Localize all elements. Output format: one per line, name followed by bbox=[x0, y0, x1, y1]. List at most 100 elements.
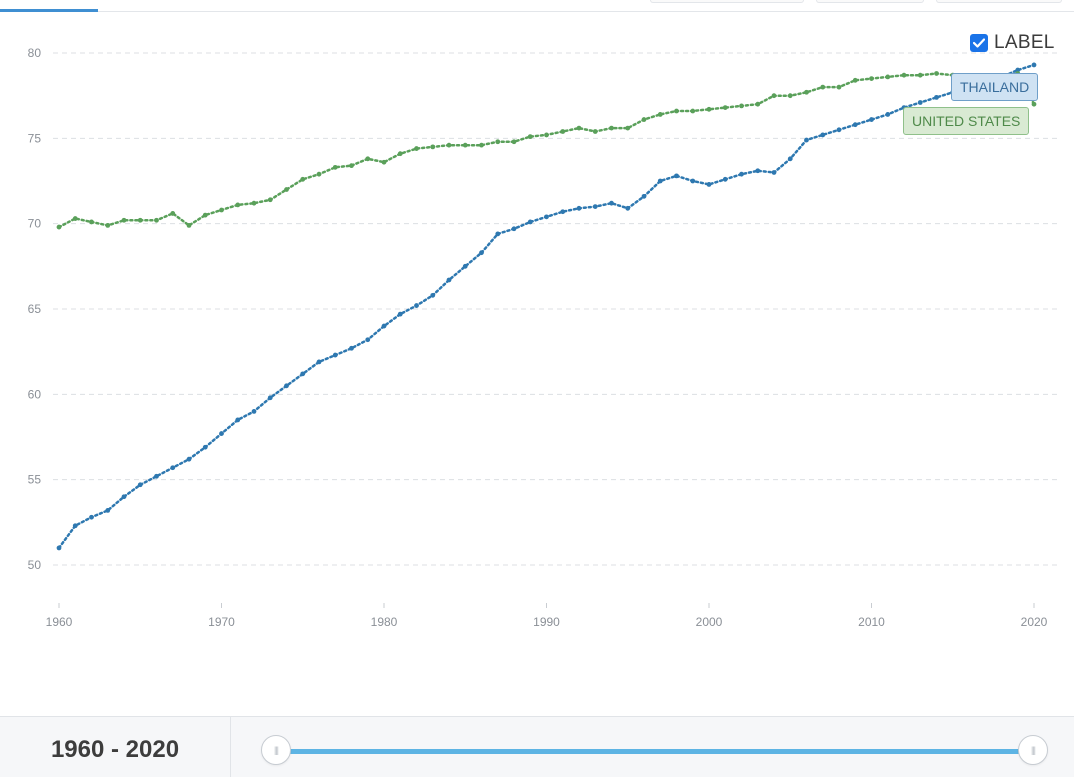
data-point-united_states bbox=[641, 117, 647, 122]
data-point-united_states bbox=[219, 207, 224, 213]
data-point-thailand bbox=[739, 171, 744, 177]
data-point-thailand bbox=[186, 456, 192, 462]
slider-start-handle[interactable]: ||| bbox=[261, 735, 291, 765]
data-point-thailand bbox=[560, 209, 566, 215]
y-tick-label: 50 bbox=[28, 558, 42, 572]
y-tick-label: 55 bbox=[28, 473, 42, 487]
grip-icon: ||| bbox=[1030, 744, 1036, 755]
label-toggle[interactable]: LABEL bbox=[970, 32, 1055, 54]
data-point-thailand bbox=[121, 494, 127, 500]
data-point-united_states bbox=[820, 84, 826, 90]
y-tick-label: 60 bbox=[28, 387, 42, 401]
x-tick-label: 2020 bbox=[1021, 615, 1048, 629]
data-point-united_states bbox=[560, 129, 566, 134]
data-point-united_states bbox=[202, 212, 208, 218]
data-point-thailand bbox=[657, 178, 663, 184]
year-range-bar: 1960 - 2020 ||| ||| bbox=[0, 716, 1074, 777]
data-point-thailand bbox=[934, 94, 939, 100]
data-point-thailand bbox=[89, 514, 94, 520]
data-point-thailand bbox=[820, 132, 826, 138]
data-point-thailand bbox=[267, 395, 273, 401]
year-range-slider-track[interactable] bbox=[276, 749, 1033, 754]
tab-stub-1[interactable] bbox=[650, 0, 804, 3]
data-point-thailand bbox=[349, 345, 354, 351]
data-point-thailand bbox=[316, 359, 322, 365]
data-point-united_states bbox=[332, 164, 338, 170]
data-point-united_states bbox=[852, 77, 858, 83]
data-point-united_states bbox=[706, 106, 712, 112]
data-point-thailand bbox=[885, 112, 891, 117]
data-point-thailand bbox=[170, 465, 176, 471]
data-point-thailand bbox=[495, 231, 501, 237]
data-point-united_states bbox=[787, 93, 793, 99]
data-point-thailand bbox=[592, 204, 598, 210]
data-point-thailand bbox=[576, 205, 582, 211]
x-tick-label: 1970 bbox=[208, 615, 235, 629]
data-point-united_states bbox=[544, 132, 549, 138]
data-point-united_states bbox=[72, 216, 78, 221]
data-point-united_states bbox=[625, 125, 631, 131]
data-point-thailand bbox=[706, 182, 712, 187]
data-point-thailand bbox=[641, 193, 647, 199]
grip-icon: ||| bbox=[273, 744, 279, 755]
data-point-united_states bbox=[495, 139, 501, 145]
data-point-thailand bbox=[137, 482, 143, 488]
data-point-thailand bbox=[755, 168, 761, 174]
active-tab-indicator[interactable] bbox=[0, 9, 98, 12]
data-point-united_states bbox=[89, 219, 94, 225]
data-point-united_states bbox=[462, 142, 468, 148]
data-point-united_states bbox=[674, 108, 679, 114]
slider-end-handle[interactable]: ||| bbox=[1018, 735, 1048, 765]
data-point-thailand bbox=[1031, 62, 1037, 68]
year-range-label: 1960 - 2020 bbox=[0, 717, 231, 777]
data-point-thailand bbox=[511, 226, 517, 232]
data-point-thailand bbox=[544, 214, 549, 220]
series-line-united_states bbox=[57, 72, 1036, 229]
data-point-thailand bbox=[771, 170, 777, 175]
data-point-thailand bbox=[284, 383, 289, 389]
data-point-thailand bbox=[917, 100, 923, 105]
data-point-united_states bbox=[901, 72, 907, 78]
data-point-thailand bbox=[235, 417, 241, 423]
y-tick-label: 70 bbox=[28, 217, 42, 231]
y-tick-label: 75 bbox=[28, 131, 42, 145]
label-checkbox[interactable] bbox=[970, 34, 988, 52]
data-point-united_states bbox=[414, 146, 419, 151]
data-point-united_states bbox=[869, 76, 874, 81]
data-point-united_states bbox=[479, 142, 484, 148]
data-point-united_states bbox=[592, 129, 598, 134]
label-toggle-text: LABEL bbox=[994, 32, 1055, 53]
data-point-united_states bbox=[105, 222, 111, 228]
data-point-united_states bbox=[381, 159, 387, 165]
data-point-united_states bbox=[365, 156, 371, 162]
top-tab-bar bbox=[0, 0, 1074, 12]
life-expectancy-chart: 50 55 60 65 70 75 80 1960 1970 1980 1990 2000 2010 20… bbox=[28, 46, 1060, 629]
data-point-thailand bbox=[251, 409, 257, 414]
data-point-united_states bbox=[251, 200, 257, 206]
data-point-thailand bbox=[154, 473, 159, 479]
data-point-united_states bbox=[755, 101, 761, 107]
data-point-united_states bbox=[917, 72, 923, 78]
tab-stub-3[interactable] bbox=[936, 0, 1062, 3]
data-point-thailand bbox=[202, 444, 208, 450]
y-tick-label: 65 bbox=[28, 302, 42, 316]
data-point-united_states bbox=[722, 105, 728, 111]
x-tick-label: 1980 bbox=[371, 615, 398, 629]
data-point-united_states bbox=[446, 142, 452, 148]
tab-stub-2[interactable] bbox=[816, 0, 924, 3]
data-point-thailand bbox=[219, 431, 224, 436]
data-point-united_states bbox=[690, 108, 696, 114]
data-point-united_states bbox=[771, 93, 777, 99]
data-point-thailand bbox=[56, 545, 62, 551]
data-point-thailand bbox=[446, 277, 452, 283]
data-point-united_states bbox=[316, 171, 322, 177]
data-point-united_states bbox=[300, 176, 306, 182]
x-tick-label: 2000 bbox=[696, 615, 723, 629]
data-point-thailand bbox=[869, 117, 874, 122]
data-point-united_states bbox=[804, 89, 809, 95]
data-point-united_states bbox=[170, 211, 176, 216]
data-point-thailand bbox=[462, 263, 468, 269]
data-point-thailand bbox=[381, 323, 387, 329]
data-point-thailand bbox=[527, 219, 533, 225]
data-point-united_states bbox=[56, 224, 62, 230]
